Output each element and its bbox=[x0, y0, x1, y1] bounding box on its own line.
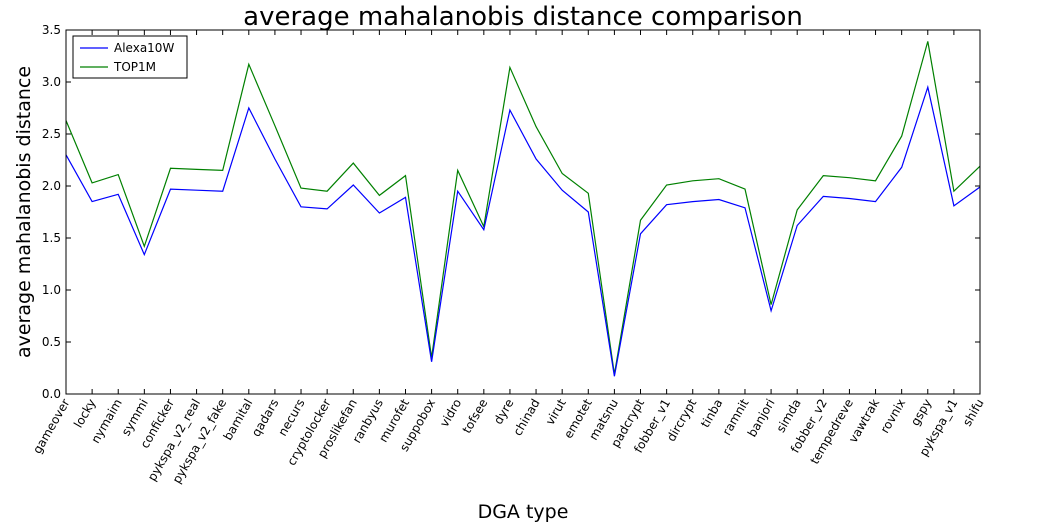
plot-frame bbox=[65, 29, 981, 395]
y-tick-label: 1.0 bbox=[42, 283, 61, 297]
x-tick-label-gspy: gspy bbox=[908, 397, 934, 429]
x-tick-label-locky: locky bbox=[71, 397, 99, 431]
x-tick-label-tinba: tinba bbox=[698, 397, 725, 431]
x-tick-label-shifu: shifu bbox=[960, 397, 987, 429]
y-tick-label: 2.5 bbox=[42, 127, 61, 141]
chart-title: average mahalanobis distance comparison bbox=[243, 2, 803, 32]
x-axis-ticks: gameoverlockynymaimsymmiconfickerpykspa_… bbox=[30, 30, 987, 486]
x-tick-label-dyre: dyre bbox=[491, 397, 517, 427]
y-axis-title: average mahalanobis distance bbox=[13, 66, 35, 358]
y-tick-label: 3.0 bbox=[42, 75, 61, 89]
y-axis-ticks: 0.0 0.5 1.0 1.5 2.0 2.5 3.0 3.5 bbox=[42, 23, 980, 401]
legend-box bbox=[72, 35, 188, 79]
y-tick-label: 0.5 bbox=[42, 335, 61, 349]
y-tick-label: 1.5 bbox=[42, 231, 61, 245]
y-tick-label: 2.0 bbox=[42, 179, 61, 193]
y-tick-label: 0.0 bbox=[42, 387, 61, 401]
x-tick-label-vidro: vidro bbox=[437, 397, 464, 430]
x-tick-label-chinad: chinad bbox=[510, 397, 542, 439]
x-axis-title: DGA type bbox=[478, 501, 569, 523]
legend-label-alexa10w: Alexa10W bbox=[114, 41, 174, 55]
series-lines bbox=[65, 41, 981, 377]
y-tick-label: 3.5 bbox=[42, 23, 61, 37]
x-tick-label-rovnix: rovnix bbox=[878, 397, 909, 436]
legend-label-top1m: TOP1M bbox=[113, 60, 156, 74]
x-tick-label-gameover: gameover bbox=[30, 396, 73, 456]
x-tick-label-tofsee: tofsee bbox=[460, 397, 491, 436]
series-line-top1m bbox=[65, 41, 981, 375]
x-tick-label-virut: virut bbox=[543, 396, 569, 427]
legend: Alexa10W TOP1M bbox=[72, 35, 188, 79]
series-line-alexa10w bbox=[65, 84, 981, 377]
